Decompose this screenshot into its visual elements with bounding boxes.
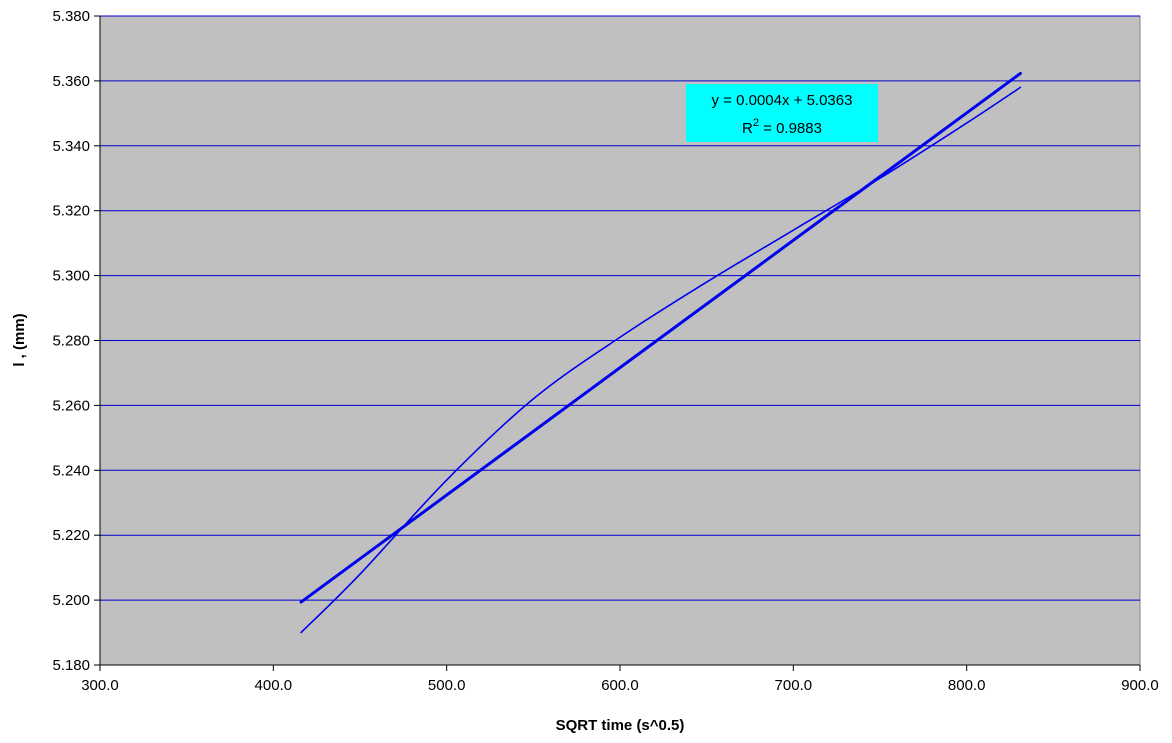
trendline-series [299,71,1022,604]
x-tick-label: 300.0 [81,677,119,694]
series-layer [299,71,1022,634]
x-tick-label: 700.0 [775,677,813,694]
x-tick-labels: 300.0 400.0 500.0 600.0 700.0 800.0 900.0 [81,677,1159,694]
y-tick-label: 5.320 [52,203,90,220]
axes [94,15,1141,671]
y-tick-label: 5.260 [52,397,90,414]
y-tick-label: 5.200 [52,592,90,609]
y-tick-label: 5.340 [52,138,90,155]
y-tick-label: 5.180 [52,657,90,674]
grid-lines [100,15,1140,601]
x-tick-label: 600.0 [601,677,639,694]
trendline-equation: y = 0.0004x + 5.0363 [712,92,853,109]
x-tick-label: 400.0 [255,677,293,694]
r-squared-value: = 0.9883 [759,120,822,137]
y-tick-label: 5.280 [52,333,90,350]
x-tick-label: 500.0 [428,677,466,694]
y-tick-label: 5.300 [52,268,90,285]
y-tick-labels: 5.180 5.200 5.220 5.240 5.260 5.280 5.300 5.320… [52,8,90,674]
r-squared-superscript: 2 [753,117,759,129]
y-tick-label: 5.360 [52,73,90,90]
trendline-equation-box: y = 0.0004x + 5.0363 R2 = 0.9883 [686,84,878,142]
r-squared-label: R2 = 0.9883 [742,117,822,137]
x-axis-title: SQRT time (s^0.5) [556,717,685,734]
x-tick-label: 800.0 [948,677,986,694]
y-tick-label: 5.380 [52,8,90,25]
r-squared-prefix: R [742,120,753,137]
x-tick-label: 900.0 [1121,677,1159,694]
y-tick-label: 5.220 [52,527,90,544]
y-axis-title: l , (mm) [11,313,28,366]
y-tick-label: 5.240 [52,462,90,479]
equation-box-background [686,84,878,142]
